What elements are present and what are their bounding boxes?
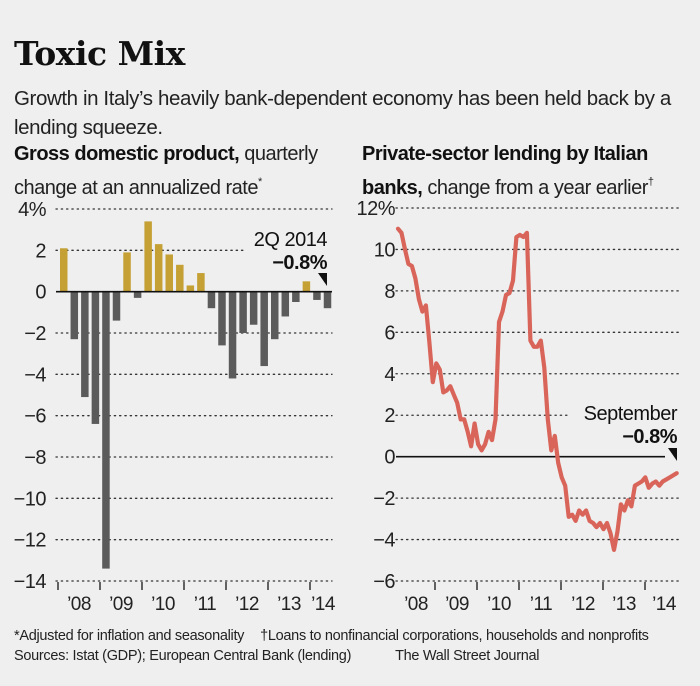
gdp-xtick-label: ’13 <box>277 594 301 615</box>
gdp-ytick-label: −8 <box>24 447 46 469</box>
gdp-xtick-label: ’10 <box>151 594 175 615</box>
gdp-xtick-label: ’11 <box>194 594 216 615</box>
gdp-bar <box>186 285 195 292</box>
gdp-annotation-pointer <box>318 273 327 286</box>
gdp-bar <box>91 291 100 424</box>
lending-xtick-label: ’10 <box>487 594 511 615</box>
gdp-bar <box>207 291 216 309</box>
chart-subtitle: Growth in Italy’s heavily bank-dependent… <box>14 87 671 139</box>
lending-ytick-label: 10 <box>374 239 396 261</box>
lending-annotation-label: September <box>584 403 678 425</box>
gdp-heading-mark: * <box>257 176 262 188</box>
gdp-bar <box>133 291 142 298</box>
gdp-ytick-label: 0 <box>35 282 46 304</box>
gdp-ytick-label: −10 <box>14 488 47 510</box>
footnote: *Adjusted for inflation and seasonality †… <box>14 626 698 666</box>
lending-heading-mark: † <box>647 176 654 188</box>
gdp-xtick-label: ’12 <box>235 594 259 615</box>
gdp-bar <box>249 291 258 325</box>
lending-ytick-label: −4 <box>373 530 395 552</box>
gdp-bar <box>281 291 290 317</box>
lending-chart-heading: Private-sector lending by Italian banks,… <box>362 140 692 202</box>
lending-xtick-label: ’09 <box>445 594 469 615</box>
gdp-bar <box>176 264 184 292</box>
lending-ytick-label: −2 <box>373 488 395 510</box>
gdp-xtick-label: ’09 <box>109 594 133 615</box>
chart-title: Toxic Mix <box>14 34 185 73</box>
gdp-bar <box>123 252 131 292</box>
lending-ytick-label: 2 <box>384 405 395 427</box>
gdp-bar <box>313 291 321 300</box>
credit: The Wall Street Journal <box>395 648 540 664</box>
lending-ytick-label: 4 <box>384 364 395 386</box>
gdp-bar <box>197 273 205 292</box>
lending-ytick-label: −6 <box>373 571 395 593</box>
lending-series-line <box>395 226 679 553</box>
gdp-ytick-label: 4% <box>18 199 47 221</box>
gdp-heading-rest: quarterly change at an annualized rate <box>14 143 318 199</box>
lending-ytick-label: 12% <box>356 198 395 220</box>
gdp-bar <box>228 291 237 379</box>
gdp-bar <box>112 291 121 321</box>
gdp-bar <box>154 244 163 292</box>
gdp-xtick-label: ’14 <box>311 594 336 615</box>
lending-xtick-label: ’13 <box>612 594 636 615</box>
lending-line-chart: 12% 10 8 6 4 2 0 −2 −4 −6 ’08 ’09 ’10 ’11 ’12 ’13 ’14 Sep… <box>356 198 680 615</box>
gdp-bar <box>60 248 68 292</box>
gdp-ytick-label: −2 <box>24 323 46 345</box>
gdp-bar <box>102 291 110 569</box>
gdp-ytick-label: −12 <box>14 530 47 552</box>
footnote-adjusted: *Adjusted for inflation and seasonality <box>14 628 245 644</box>
gdp-bar <box>165 254 173 292</box>
gdp-bar <box>323 291 332 309</box>
gdp-bar <box>239 291 247 333</box>
lending-ytick-label: 0 <box>384 447 395 469</box>
lending-annotation-pointer <box>668 448 677 461</box>
gdp-ytick-label: −4 <box>24 364 46 386</box>
lending-annotation-bg <box>570 400 680 448</box>
lending-xtick-label: ’12 <box>571 594 595 615</box>
gdp-bar <box>292 291 300 302</box>
sources: Sources: Istat (GDP); European Central B… <box>14 648 352 664</box>
lending-xtick-label: ’11 <box>530 594 552 615</box>
gdp-annotation-bg <box>246 226 334 274</box>
lending-heading-rest: change from a year earlier <box>422 177 648 199</box>
lending-heading-bold: Private-sector lending by Italian banks, <box>362 143 648 199</box>
gdp-heading-bold: Gross domestic product, <box>14 143 240 165</box>
gdp-ytick-label: −14 <box>14 571 47 593</box>
footnote-loans: †Loans to nonfinancial corporations, hou… <box>260 628 649 644</box>
gdp-bar <box>70 291 79 340</box>
lending-ytick-label: 8 <box>384 281 395 303</box>
gdp-annotation-label: 2Q 2014 <box>254 229 328 251</box>
gdp-annotation-value: −0.8% <box>272 252 327 274</box>
gdp-bar <box>302 281 311 292</box>
gdp-chart-heading: Gross domestic product, quarterly change… <box>14 140 344 202</box>
lending-xtick-label: ’14 <box>652 594 677 615</box>
lending-annotation-value: −0.8% <box>622 426 677 448</box>
gdp-bar <box>260 291 268 367</box>
gdp-bar <box>271 291 279 340</box>
gdp-bar <box>81 291 89 398</box>
gdp-ytick-label: −6 <box>24 406 46 428</box>
gdp-ytick-label: 2 <box>35 240 46 262</box>
lending-xtick-label: ’08 <box>404 594 428 615</box>
gdp-bar <box>218 291 226 346</box>
gdp-bar-chart: 4% 2 0 −2 −4 −6 −8 −10 −12 −14 ’08 ’09 ’10 ’11 ’12 ’13 ’… <box>14 199 337 615</box>
gdp-xtick-label: ’08 <box>67 594 91 615</box>
gdp-bar <box>144 221 152 292</box>
lending-ytick-label: 6 <box>384 322 395 344</box>
